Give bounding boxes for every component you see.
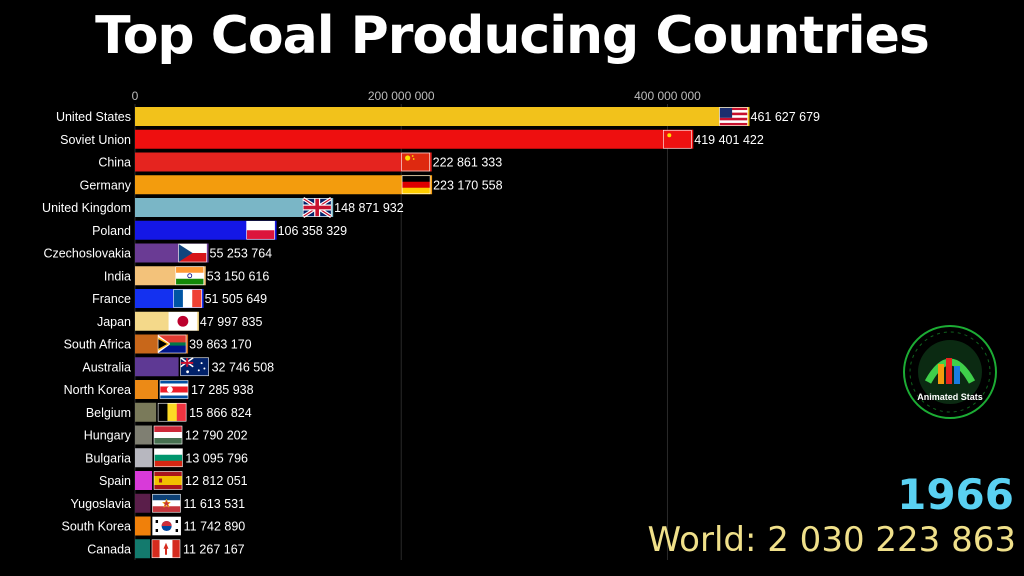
canada-flag-icon	[151, 539, 181, 559]
category-label: Bulgaria	[85, 451, 131, 465]
belgium-flag-icon	[157, 402, 187, 422]
category-label: Canada	[87, 542, 131, 556]
category-label: China	[98, 156, 131, 170]
value-label: 32 746 508	[212, 360, 275, 374]
value-label: 106 358 329	[278, 224, 348, 238]
hungary-flag-icon	[153, 425, 183, 445]
bar	[135, 493, 151, 513]
category-label: Germany	[80, 178, 132, 192]
value-label: 461 627 679	[751, 110, 821, 124]
bar	[135, 380, 159, 399]
bar	[135, 152, 432, 172]
x-tick-label: 0	[132, 89, 139, 103]
france-flag-icon	[173, 289, 202, 308]
world-total-label: World: 2 030 223 863	[647, 520, 1016, 560]
bar	[135, 220, 277, 240]
category-label: India	[104, 269, 131, 283]
mountain-chart-logo-icon	[924, 358, 976, 384]
value-label: 12 812 051	[185, 474, 248, 488]
category-label: Spain	[99, 474, 131, 488]
category-label: Soviet Union	[60, 133, 131, 147]
logo-text: Animated Stats	[917, 392, 983, 402]
category-label: Yugoslavia	[71, 497, 132, 511]
south-korea-flag-icon	[152, 516, 181, 536]
category-label: Hungary	[84, 429, 132, 443]
value-label: 51 505 649	[205, 292, 268, 306]
value-label: 11 267 167	[183, 542, 245, 556]
china-flag-icon	[401, 152, 430, 172]
bar	[135, 402, 157, 422]
category-label: South Africa	[64, 338, 131, 352]
uk-flag-icon	[302, 197, 333, 218]
bar	[135, 448, 153, 468]
bar	[135, 175, 433, 195]
x-tick-label: 400 000 000	[634, 89, 701, 103]
category-label: France	[92, 292, 131, 306]
value-label: 13 095 796	[185, 451, 248, 465]
category-label: North Korea	[64, 383, 131, 397]
bar	[135, 539, 150, 559]
value-label: 12 790 202	[185, 429, 248, 443]
bulgaria-flag-icon	[154, 448, 183, 468]
japan-flag-icon	[168, 311, 198, 331]
category-label: Japan	[97, 315, 131, 329]
czechoslovakia-flag-icon	[178, 243, 207, 263]
value-label: 47 997 835	[200, 315, 263, 329]
category-label: United Kingdom	[42, 201, 131, 215]
south-africa-flag-icon	[157, 334, 187, 354]
germany-flag-icon	[401, 175, 431, 195]
value-label: 15 866 824	[189, 406, 252, 420]
value-label: 55 253 764	[210, 247, 273, 261]
category-label: Poland	[92, 224, 131, 238]
chart-title: Top Coal Producing Countries	[95, 6, 930, 66]
year-label: 1966	[897, 470, 1014, 519]
category-label: Czechoslovakia	[43, 247, 131, 261]
north-korea-flag-icon	[159, 380, 189, 399]
bar	[135, 198, 334, 217]
category-label: South Korea	[62, 520, 132, 534]
value-label: 53 150 616	[207, 269, 270, 283]
us-flag-icon	[719, 107, 748, 126]
x-tick-label: 200 000 000	[368, 89, 435, 103]
value-label: 11 742 890	[184, 520, 246, 534]
india-flag-icon	[175, 266, 205, 286]
value-label: 223 170 558	[433, 178, 503, 192]
bar	[135, 129, 694, 149]
animated-stats-logo: Animated Stats	[903, 325, 997, 419]
value-label: 419 401 422	[694, 133, 764, 147]
category-label: Belgium	[86, 406, 131, 420]
bar	[135, 357, 179, 377]
value-label: 11 613 531	[183, 497, 245, 511]
soviet-flag-icon	[662, 129, 692, 149]
value-label: 39 863 170	[189, 338, 252, 352]
poland-flag-icon	[246, 220, 275, 240]
value-label: 17 285 938	[191, 383, 254, 397]
bar	[135, 471, 153, 490]
bar	[135, 516, 151, 536]
value-label: 222 861 333	[433, 156, 503, 170]
australia-flag-icon	[180, 357, 209, 377]
spain-flag-icon	[153, 471, 183, 490]
category-label: United States	[56, 110, 131, 124]
category-label: Australia	[82, 360, 131, 374]
bar	[135, 425, 153, 445]
value-label: 148 871 932	[334, 201, 404, 215]
yugoslavia-flag-icon	[152, 493, 181, 513]
bar	[135, 107, 750, 126]
